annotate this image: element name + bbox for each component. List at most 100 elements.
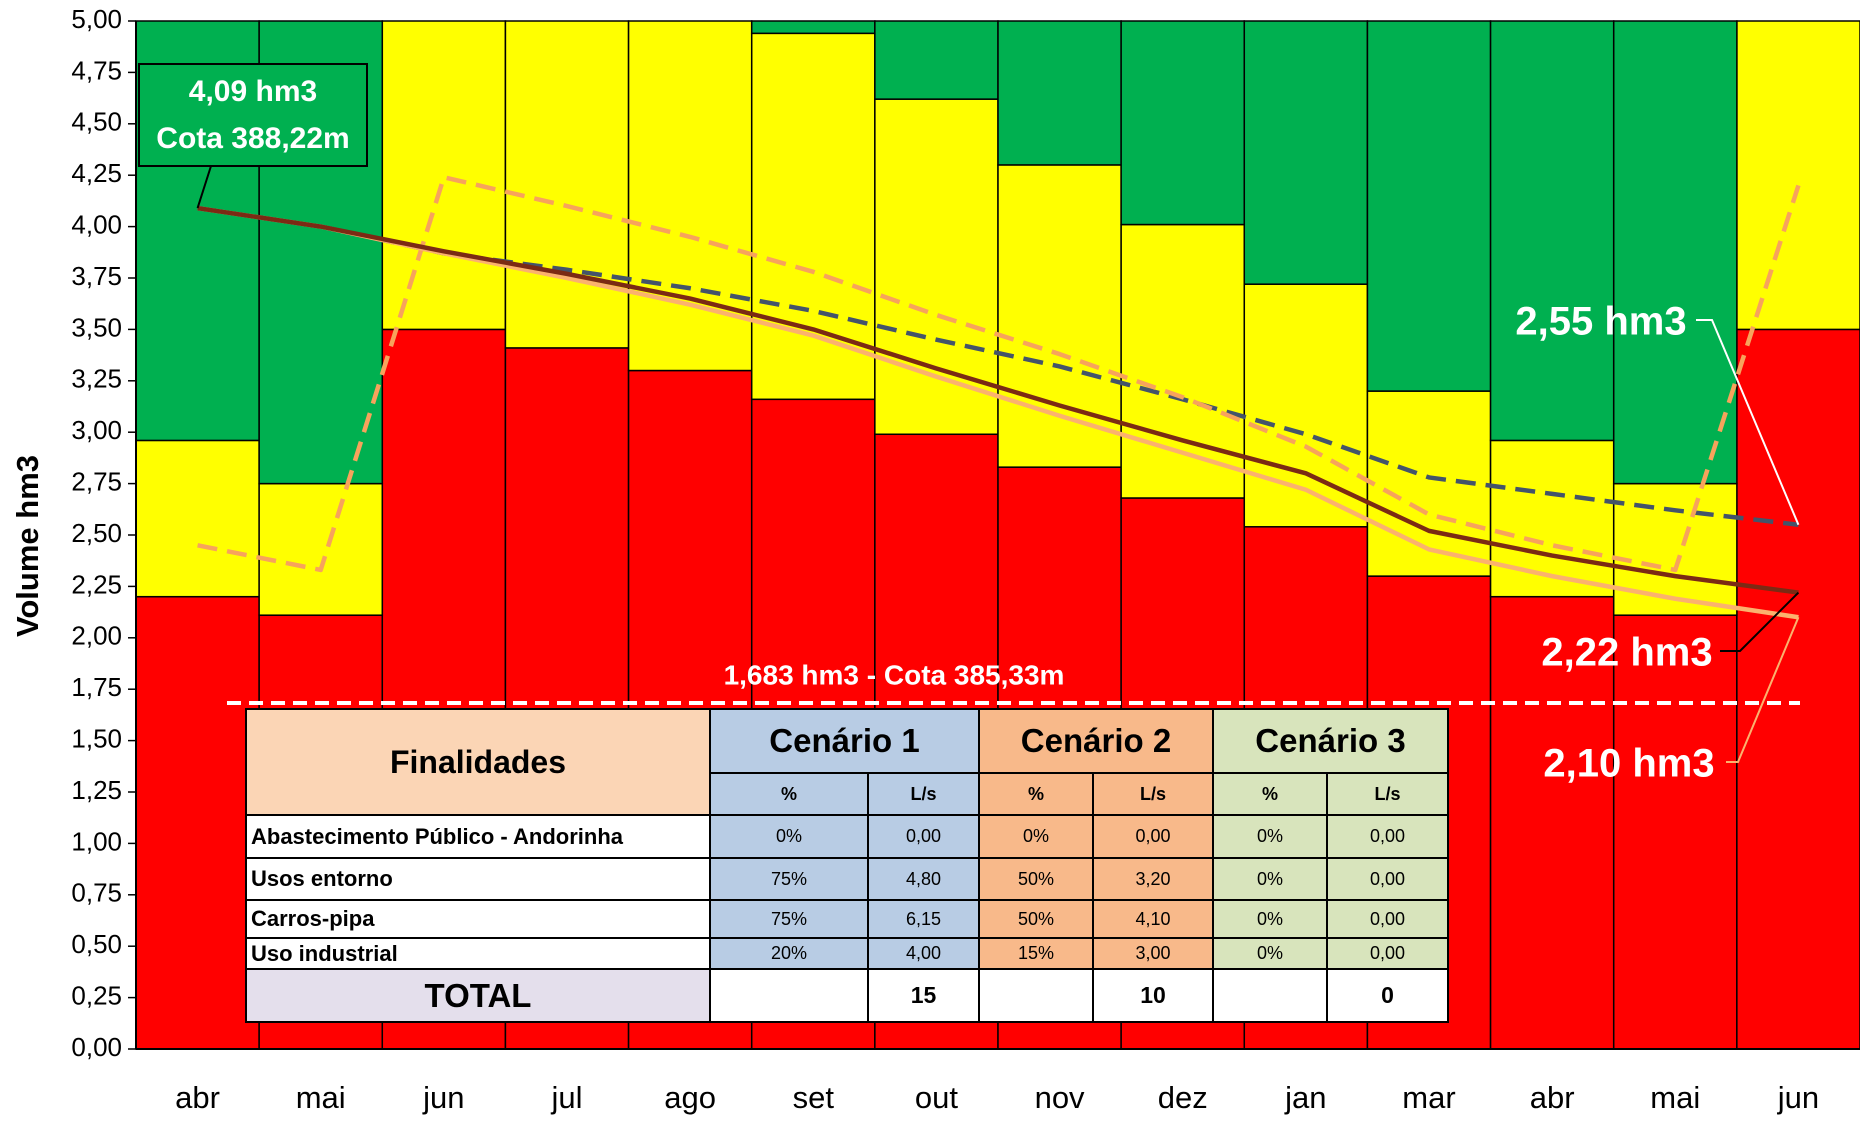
table-cell: 50% (978, 857, 1094, 901)
y-tick-label: 4,00 (71, 209, 122, 239)
table-cell: 4,80 (867, 857, 980, 901)
table-cell: 0% (709, 814, 869, 859)
y-tick-label: 2,50 (71, 518, 122, 548)
y-tick-label: 4,50 (71, 107, 122, 137)
x-tick-label: mar (1402, 1080, 1455, 1115)
table-cell: 0% (1212, 899, 1328, 939)
bar-segment (997, 164, 1122, 468)
bar-segment (1120, 223, 1246, 499)
table-cell: L/s (867, 772, 980, 816)
y-tick-label: 2,25 (71, 569, 122, 599)
table-cell: 0,00 (867, 814, 980, 859)
table-cell: L/s (1092, 772, 1214, 816)
y-tick-label: 0,75 (71, 878, 122, 908)
annotation-box (138, 63, 368, 167)
bar-segment (1489, 20, 1615, 442)
bar-segment (1612, 614, 1738, 1050)
bar-segment (874, 20, 999, 100)
bar-segment (1736, 20, 1860, 331)
y-tick-label: 3,25 (71, 364, 122, 394)
table-cell: Carros-pipa (245, 899, 711, 939)
bar-segment (504, 20, 630, 349)
table-cell: 0% (1212, 814, 1328, 859)
y-tick-label: 1,25 (71, 775, 122, 805)
x-tick-label: jan (1284, 1080, 1326, 1115)
bar-segment (1243, 283, 1369, 528)
line-series (197, 175, 1801, 573)
table-row: Usos entorno 75% 4,80 50% 3,20 0% 0,00 (245, 857, 1449, 901)
table-cell: Usos entorno (245, 857, 711, 901)
x-tick-label: mai (1650, 1080, 1700, 1115)
annotation-text: 2,22 hm3 (1541, 631, 1712, 675)
table-row: Carros-pipa 75% 6,15 50% 4,10 0% 0,00 (245, 899, 1449, 939)
x-tick-label: abr (175, 1080, 220, 1115)
bar-segment (1120, 20, 1246, 226)
table-cell (709, 968, 869, 1023)
x-tick-label: out (915, 1080, 958, 1115)
table-cell: Cenário 2 (978, 708, 1214, 774)
x-tick-label: ago (664, 1080, 716, 1115)
table-row: Finalidades Cenário 1 Cenário 2 Cenário 3 (245, 708, 1449, 816)
x-tick-label: set (793, 1080, 835, 1115)
bar-segment (258, 482, 384, 616)
bar-segment (1243, 20, 1369, 285)
table-cell: 20% (709, 937, 869, 970)
annotation-text: 2,55 hm3 (1515, 300, 1686, 344)
bar-segment (135, 595, 260, 1050)
table-cell: 3,20 (1092, 857, 1214, 901)
table-row: Uso industrial 20% 4,00 15% 3,00 0% 0,00 (245, 937, 1449, 970)
y-tick-label: 0,25 (71, 980, 122, 1010)
bar-segment (874, 98, 999, 436)
x-tick-label: jul (550, 1080, 582, 1115)
x-tick-label: mai (296, 1080, 346, 1115)
annotation-text: Cota 388,22m (156, 122, 349, 155)
table-cell: 4,10 (1092, 899, 1214, 939)
leader-line (1696, 319, 1800, 526)
y-tick-label: 3,50 (71, 312, 122, 342)
y-tick-label: 4,25 (71, 158, 122, 188)
table-cell: Cenário 3 (1212, 708, 1449, 774)
y-axis-title: Volume hm3 (10, 455, 45, 637)
line-series (197, 205, 1799, 620)
bar-segment (135, 439, 260, 598)
y-tick-label: 3,75 (71, 261, 122, 291)
bar-segment (381, 20, 507, 331)
y-tick-label: 1,00 (71, 826, 122, 856)
table-cell: 4,00 (867, 937, 980, 970)
bar-segment (1612, 482, 1738, 616)
reference-label: 1,683 hm3 - Cota 385,33m (724, 659, 1065, 690)
y-tick-label: 5,00 (71, 4, 122, 34)
y-tick-label: 1,50 (71, 723, 122, 753)
bar-segment (997, 20, 1122, 166)
table-cell (1212, 968, 1328, 1023)
y-tick-label: 1,75 (71, 672, 122, 702)
table-cell: 15 (867, 968, 980, 1023)
bar-segment (1736, 328, 1860, 1050)
x-tick-label: nov (1035, 1080, 1085, 1115)
table-cell: Cenário 1 (709, 708, 980, 774)
table-cell: 0,00 (1326, 814, 1449, 859)
scenario-table: Finalidades Cenário 1 Cenário 2 Cenário 3% L… (245, 708, 1449, 1023)
line-series (197, 205, 1799, 595)
bar-segment (1489, 439, 1615, 598)
table-cell: Uso industrial (245, 937, 711, 970)
table-cell: TOTAL (245, 968, 711, 1023)
table-cell: 0,00 (1326, 937, 1449, 970)
table-cell: Abastecimento Público - Andorinha (245, 814, 711, 859)
x-tick-label: jun (1777, 1080, 1819, 1115)
table-cell: % (978, 772, 1094, 816)
table-cell: 6,15 (867, 899, 980, 939)
bar-segment (1489, 595, 1615, 1050)
annotation-text: 2,10 hm3 (1543, 742, 1714, 786)
table-cell: L/s (1326, 772, 1449, 816)
table-cell: 3,00 (1092, 937, 1214, 970)
bar-segment (750, 32, 876, 401)
table-row: Abastecimento Público - Andorinha 0% 0,00 0… (245, 814, 1449, 859)
table-cell: 75% (709, 899, 869, 939)
y-tick-label: 0,50 (71, 929, 122, 959)
x-tick-label: dez (1158, 1080, 1208, 1115)
table-cell (978, 968, 1094, 1023)
table-cell: % (1212, 772, 1328, 816)
table-cell: 0 (1326, 968, 1449, 1023)
